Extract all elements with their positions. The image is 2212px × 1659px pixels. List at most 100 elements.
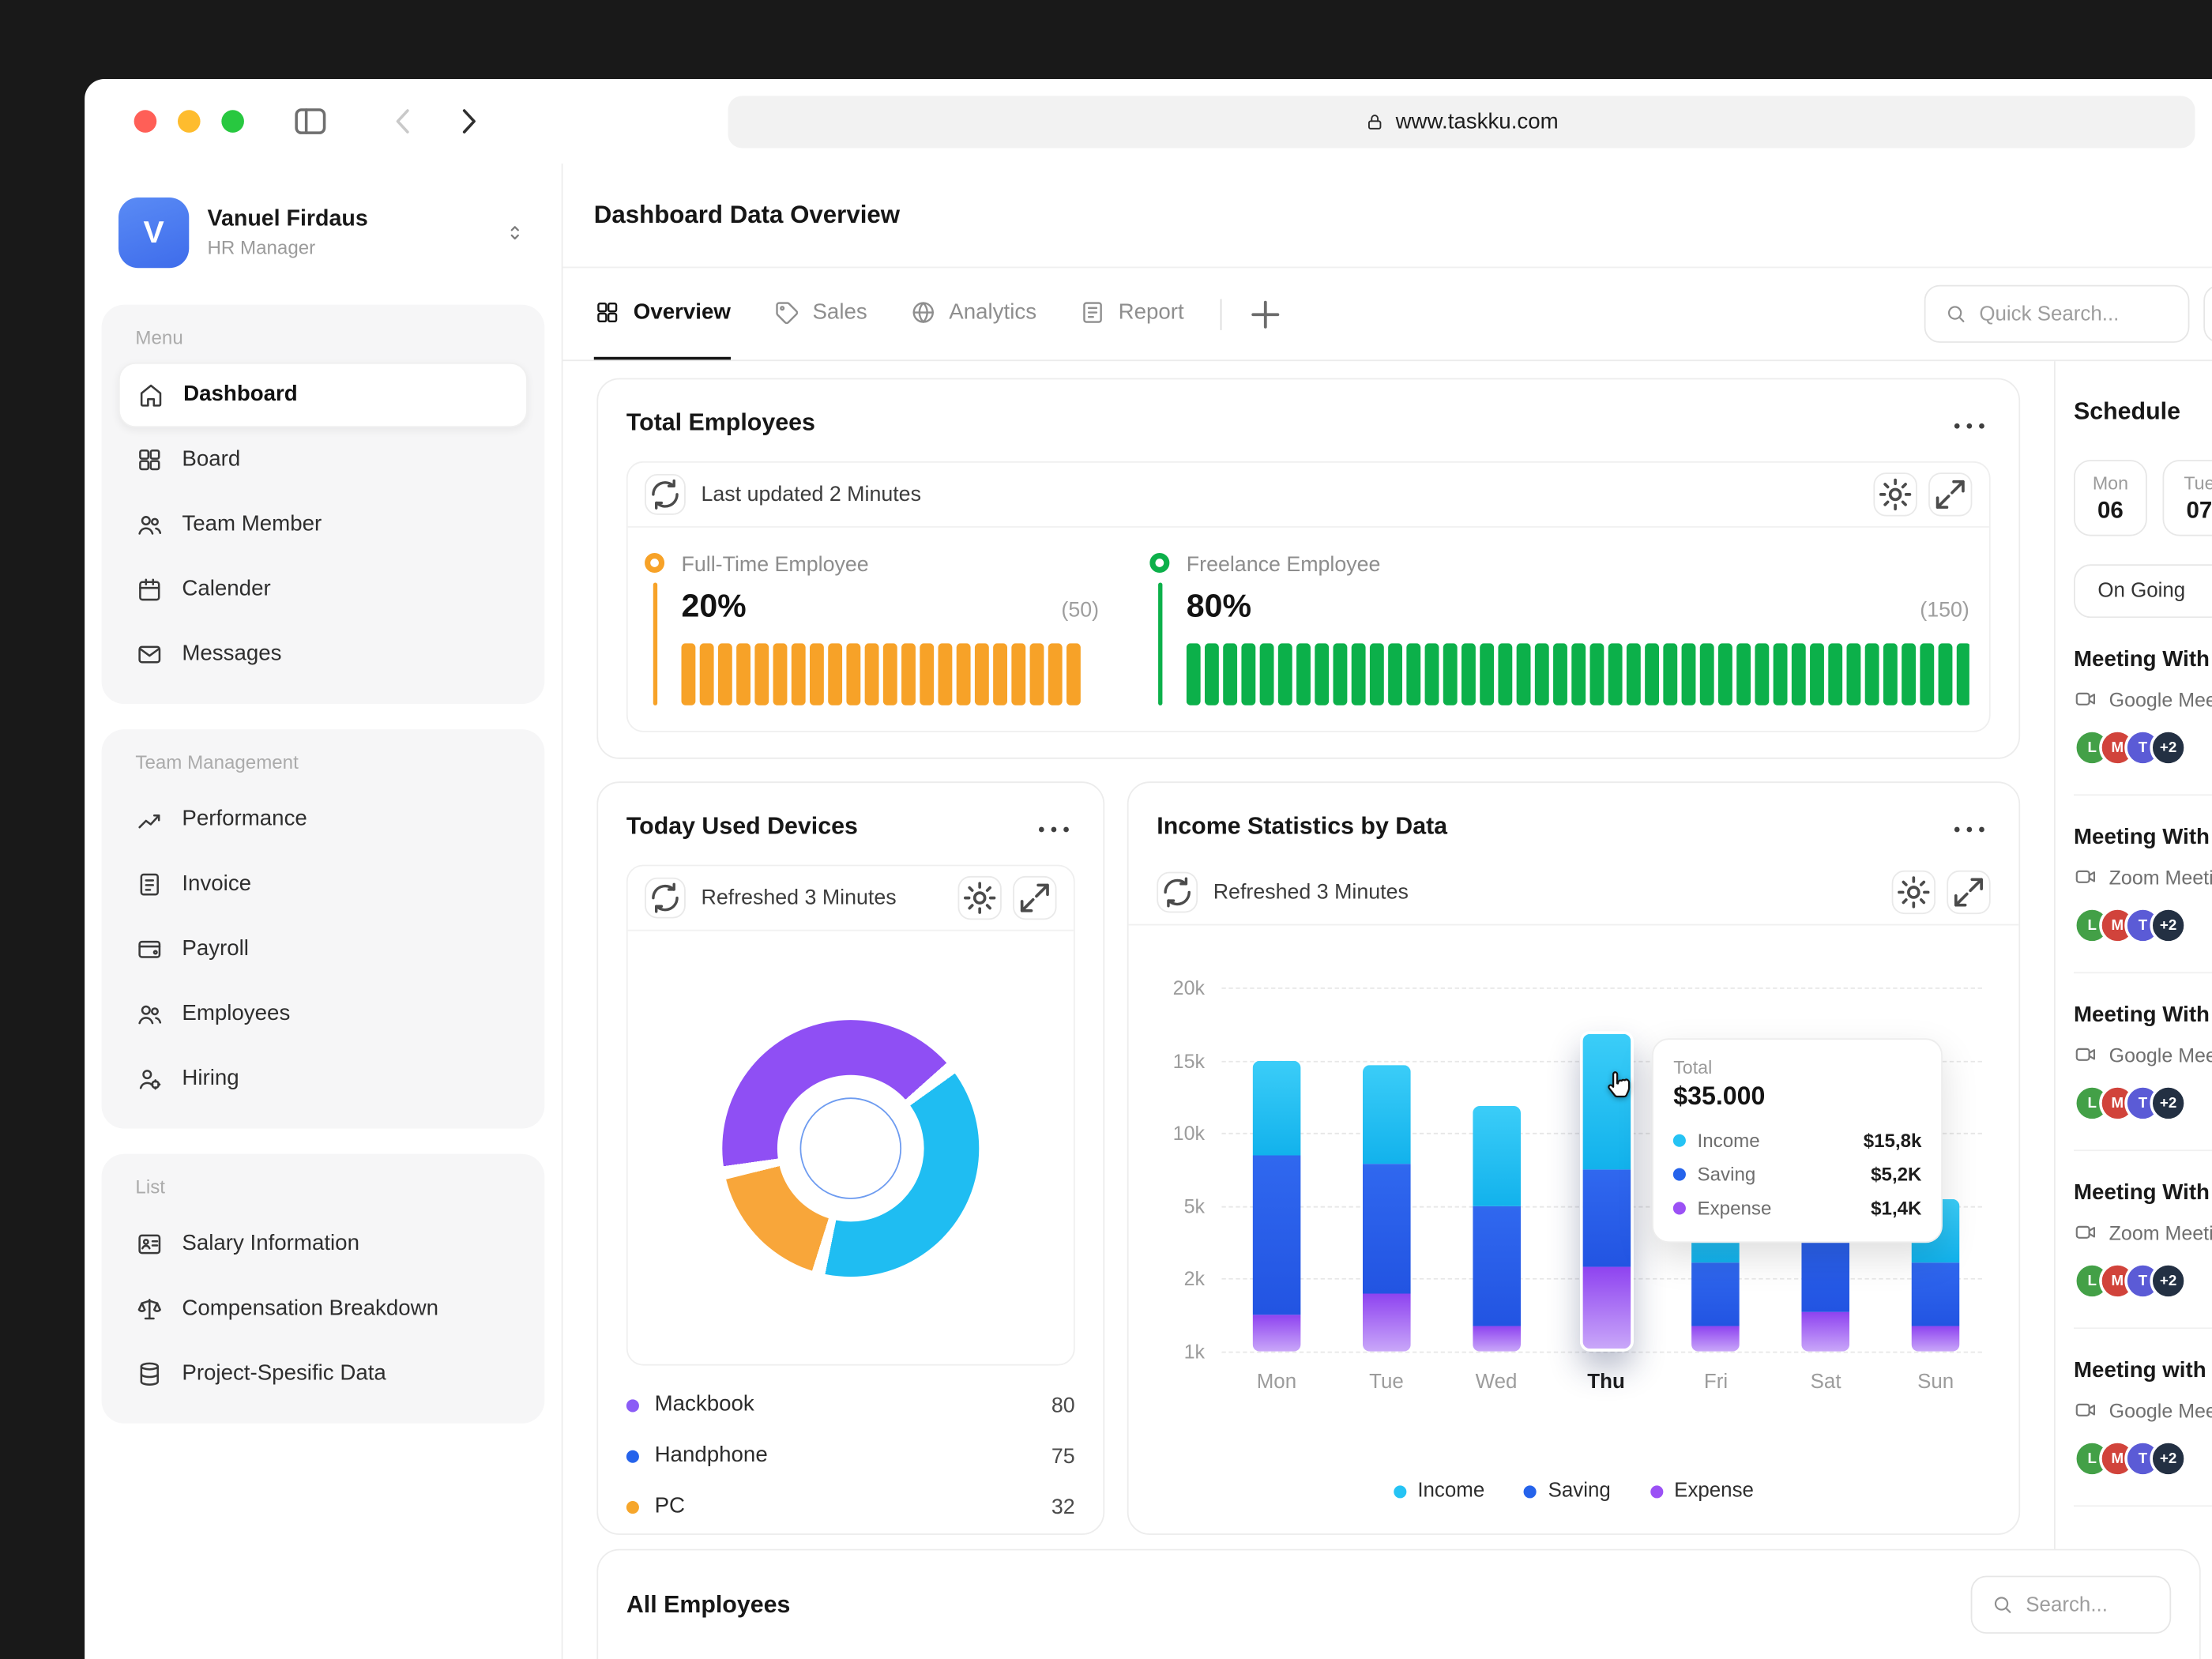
x-axis-label: Sat [1811,1371,1841,1394]
sidebar-item-performance[interactable]: Performance [118,787,528,852]
refresh-icon[interactable] [645,474,686,515]
bar-segment-income [1473,1105,1521,1206]
meeting-item[interactable]: Meeting with Google Meet LMT+2 [2074,1329,2212,1507]
day-number: 07 [2164,498,2212,525]
back-button[interactable] [384,102,423,141]
legend-dot-icon [1650,1484,1663,1497]
stat-percent: 20% [681,587,746,625]
meeting-platform: Google Meet [2109,1399,2212,1422]
maximize-window-button[interactable] [221,110,244,133]
income-bar-mon[interactable] [1253,1060,1301,1352]
meeting-item[interactable]: Meeting WithZoom MeetingLMT+2 [2074,796,2212,973]
refresh-icon [1158,872,1196,910]
sidebar-item-messages[interactable]: Messages [118,622,528,687]
google-meet-icon [2074,687,2097,711]
sidebar-item-compensation-breakdown[interactable]: Compensation Breakdown [118,1277,528,1341]
meeting-item[interactable]: Meeting WithGoogle MeetLMT+2 [2074,973,2212,1151]
device-legend-item: Mackbook80 [626,1379,1075,1430]
filter-button[interactable] [2203,285,2212,343]
meeting-list: Meeting WithGoogle MeetLMT+2Meeting With… [2074,618,2212,1507]
refresh-icon[interactable] [1157,871,1198,912]
sidebar-toggle-button[interactable] [291,102,330,141]
card-menu-button[interactable] [1948,808,1991,845]
income-bar-tue[interactable] [1363,1065,1411,1352]
zoom-icon [2074,1221,2097,1244]
dots-icon [1948,404,1991,447]
sidebar-item-team-member[interactable]: Team Member [118,492,528,557]
close-window-button[interactable] [134,110,157,133]
expand-button[interactable] [1947,870,1990,913]
device-label: PC [655,1494,685,1519]
bar-segment-saving [1692,1263,1740,1326]
tab-overview[interactable]: Overview [594,268,731,359]
database-icon [135,1360,164,1388]
refresh-icon[interactable] [645,878,686,919]
schedule-day-mon[interactable]: Mon06 [2074,460,2147,536]
forward-button[interactable] [449,102,488,141]
tooltip-series-name: Expense [1698,1197,1772,1218]
page-title: Dashboard Data Overview [594,201,900,230]
app-body: V Vanuel Firdaus HR Manager Menu Dashboar… [85,164,2212,1659]
refresh-icon [646,476,684,514]
tooltip-total: $35.000 [1673,1082,1921,1112]
tooltip-label: Total [1673,1056,1921,1078]
legend-label: Saving [1548,1480,1611,1503]
cursor-icon [1601,1066,1638,1104]
expand-button[interactable] [1013,876,1056,920]
meeting-item[interactable]: Meeting WithZoom MeetingLMT+2 [2074,1151,2212,1329]
total-employees-card: Total Employees Last updated 2 Minutes [596,378,2020,759]
sidebar-item-board[interactable]: Board [118,427,528,492]
meeting-platform: Google Meet [2109,688,2212,711]
sidebar-item-invoice[interactable]: Invoice [118,852,528,917]
stat-count: (50) [1061,598,1099,622]
quick-search-input[interactable] [1979,303,2169,325]
sidebar-item-hiring[interactable]: Hiring [118,1047,528,1112]
content: Total Employees Last updated 2 Minutes [562,361,2211,1659]
tooltip-row: Saving$5,2K [1673,1157,1921,1191]
sidebar-item-payroll[interactable]: Payroll [118,917,528,982]
card-menu-button[interactable] [1948,404,1991,441]
employees-search-input[interactable] [2026,1593,2151,1616]
sidebar-item-salary-information[interactable]: Salary Information [118,1212,528,1277]
minimize-window-button[interactable] [178,110,201,133]
sidebar-item-dashboard[interactable]: Dashboard [118,363,528,427]
tab-report[interactable]: Report [1079,268,1184,359]
expand-button[interactable] [1928,472,1972,516]
stat-marker-icon [1149,553,1169,573]
schedule-filter-button[interactable]: On Going [2074,564,2212,618]
income-bar-wed[interactable] [1473,1105,1521,1351]
meeting-platform: Google Meet [2109,1044,2212,1066]
search-icon [1944,302,1968,325]
meeting-title: Meeting with [2074,1359,2212,1384]
settings-button[interactable] [1873,472,1917,516]
sidebar-group-label: Menu [135,327,527,348]
tab-sales[interactable]: Sales [773,268,867,359]
sidebar-item-label: Messages [182,641,281,667]
meeting-avatars: LMT+2 [2074,1440,2212,1477]
sidebar-item-employees[interactable]: Employees [118,982,528,1047]
profile-text: Vanuel Firdaus HR Manager [207,207,483,258]
bar-segment-saving [1363,1164,1411,1293]
meeting-title: Meeting With [2074,1003,2212,1029]
bar-segment-expense [1692,1326,1740,1351]
url-text: www.taskku.com [1396,109,1559,134]
sidebar-item-calender[interactable]: Calender [118,557,528,622]
x-axis-label: Sun [1917,1371,1954,1394]
schedule-day-tue[interactable]: Tue07 [2162,460,2211,536]
sidebar-item-label: Team Member [182,512,322,537]
meeting-item[interactable]: Meeting WithGoogle MeetLMT+2 [2074,618,2212,796]
sidebar-item-project-spesific-data[interactable]: Project-Spesific Data [118,1341,528,1406]
y-axis: 20k15k10k5k2k1k [1157,988,1221,1352]
gear-icon [1893,871,1934,912]
card-menu-button[interactable] [1033,808,1075,845]
google-meet-icon [2074,1043,2097,1066]
add-tab-button[interactable] [1245,293,1288,336]
address-bar[interactable]: www.taskku.com [728,96,2195,148]
tab-analytics[interactable]: Analytics [909,268,1036,359]
profile-card[interactable]: V Vanuel Firdaus HR Manager [102,186,545,280]
sidebar-group-list: ListSalary InformationCompensation Break… [102,1154,545,1424]
settings-button[interactable] [1892,870,1936,913]
profile-name: Vanuel Firdaus [207,207,483,232]
sidebar: V Vanuel Firdaus HR Manager Menu Dashboar… [85,164,562,1659]
settings-button[interactable] [957,876,1001,920]
